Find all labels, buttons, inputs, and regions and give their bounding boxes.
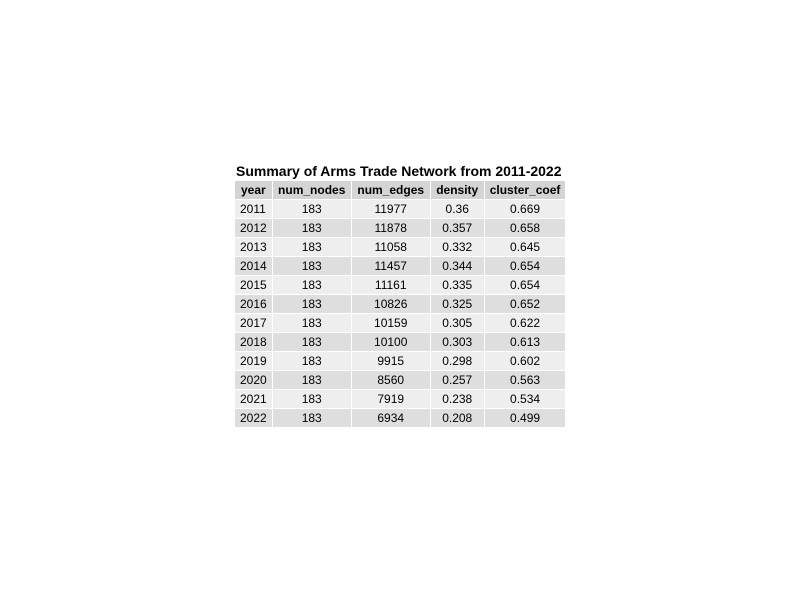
cell-year: 2016 (235, 295, 272, 313)
cell-cluster-coef: 0.534 (484, 390, 566, 408)
table-row: 2021 183 7919 0.238 0.534 (235, 390, 566, 408)
table-row: 2020 183 8560 0.257 0.563 (235, 371, 566, 389)
table-body: 2011 183 11977 0.36 0.669 2012 183 11878 0.357 0.… (235, 200, 566, 427)
cell-density: 0.298 (430, 352, 484, 370)
cell-density: 0.305 (430, 314, 484, 332)
cell-density: 0.357 (430, 219, 484, 237)
table-row: 2017 183 10159 0.305 0.622 (235, 314, 566, 332)
cell-cluster-coef: 0.652 (484, 295, 566, 313)
table-row: 2014 183 11457 0.344 0.654 (235, 257, 566, 275)
cell-num-nodes: 183 (272, 390, 351, 408)
cell-year: 2013 (235, 238, 272, 256)
table-row: 2018 183 10100 0.303 0.613 (235, 333, 566, 351)
cell-density: 0.344 (430, 257, 484, 275)
table-row: 2012 183 11878 0.357 0.658 (235, 219, 566, 237)
cell-density: 0.257 (430, 371, 484, 389)
cell-num-edges: 6934 (351, 409, 430, 427)
summary-table-container: Summary of Arms Trade Network from 2011-… (235, 162, 566, 428)
cell-year: 2022 (235, 409, 272, 427)
cell-density: 0.208 (430, 409, 484, 427)
cell-num-edges: 11977 (351, 200, 430, 218)
cell-density: 0.325 (430, 295, 484, 313)
cell-year: 2020 (235, 371, 272, 389)
cell-density: 0.335 (430, 276, 484, 294)
cell-cluster-coef: 0.658 (484, 219, 566, 237)
cell-cluster-coef: 0.563 (484, 371, 566, 389)
table-header: year num_nodes num_edges density cluster… (235, 181, 566, 199)
cell-year: 2019 (235, 352, 272, 370)
cell-num-nodes: 183 (272, 333, 351, 351)
column-header-density: density (430, 181, 484, 199)
cell-num-edges: 11878 (351, 219, 430, 237)
cell-density: 0.303 (430, 333, 484, 351)
cell-cluster-coef: 0.654 (484, 276, 566, 294)
cell-year: 2017 (235, 314, 272, 332)
cell-year: 2011 (235, 200, 272, 218)
cell-num-edges: 11457 (351, 257, 430, 275)
cell-num-nodes: 183 (272, 200, 351, 218)
cell-num-nodes: 183 (272, 238, 351, 256)
cell-year: 2014 (235, 257, 272, 275)
cell-cluster-coef: 0.499 (484, 409, 566, 427)
cell-num-edges: 11161 (351, 276, 430, 294)
column-header-num-edges: num_edges (351, 181, 430, 199)
cell-density: 0.36 (430, 200, 484, 218)
cell-year: 2021 (235, 390, 272, 408)
cell-num-edges: 7919 (351, 390, 430, 408)
table-row: 2016 183 10826 0.325 0.652 (235, 295, 566, 313)
cell-num-nodes: 183 (272, 409, 351, 427)
cell-density: 0.332 (430, 238, 484, 256)
header-row: year num_nodes num_edges density cluster… (235, 181, 566, 199)
cell-num-nodes: 183 (272, 314, 351, 332)
cell-num-nodes: 183 (272, 276, 351, 294)
cell-cluster-coef: 0.645 (484, 238, 566, 256)
cell-num-edges: 10159 (351, 314, 430, 332)
cell-cluster-coef: 0.622 (484, 314, 566, 332)
cell-num-edges: 8560 (351, 371, 430, 389)
column-header-year: year (235, 181, 272, 199)
table-row: 2019 183 9915 0.298 0.602 (235, 352, 566, 370)
cell-num-edges: 10100 (351, 333, 430, 351)
cell-cluster-coef: 0.602 (484, 352, 566, 370)
table-row: 2013 183 11058 0.332 0.645 (235, 238, 566, 256)
table-title: Summary of Arms Trade Network from 2011-… (236, 163, 562, 179)
cell-num-edges: 10826 (351, 295, 430, 313)
cell-num-nodes: 183 (272, 219, 351, 237)
table-row: 2011 183 11977 0.36 0.669 (235, 200, 566, 218)
cell-year: 2015 (235, 276, 272, 294)
cell-num-edges: 11058 (351, 238, 430, 256)
cell-density: 0.238 (430, 390, 484, 408)
cell-num-nodes: 183 (272, 295, 351, 313)
table-row: 2015 183 11161 0.335 0.654 (235, 276, 566, 294)
cell-year: 2018 (235, 333, 272, 351)
summary-table: year num_nodes num_edges density cluster… (234, 180, 566, 428)
cell-num-edges: 9915 (351, 352, 430, 370)
cell-num-nodes: 183 (272, 352, 351, 370)
cell-cluster-coef: 0.613 (484, 333, 566, 351)
column-header-cluster-coef: cluster_coef (484, 181, 566, 199)
table-row: 2022 183 6934 0.208 0.499 (235, 409, 566, 427)
cell-num-nodes: 183 (272, 371, 351, 389)
cell-num-nodes: 183 (272, 257, 351, 275)
cell-year: 2012 (235, 219, 272, 237)
column-header-num-nodes: num_nodes (272, 181, 351, 199)
cell-cluster-coef: 0.654 (484, 257, 566, 275)
cell-cluster-coef: 0.669 (484, 200, 566, 218)
